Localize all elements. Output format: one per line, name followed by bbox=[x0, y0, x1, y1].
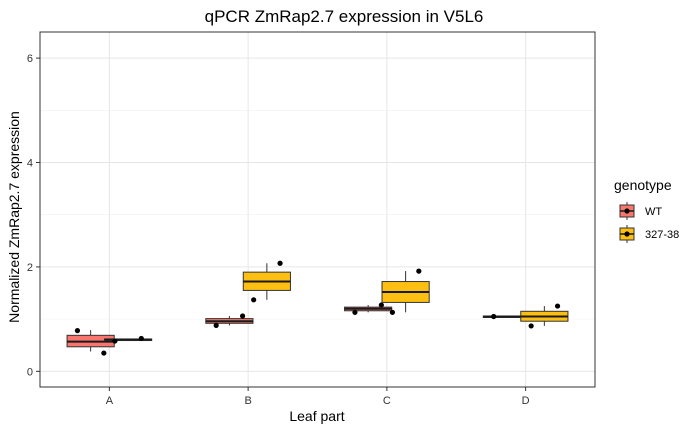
x-axis-title: Leaf part bbox=[289, 408, 344, 424]
data-point bbox=[389, 309, 395, 315]
plot-marks bbox=[66, 260, 569, 356]
data-point bbox=[213, 322, 219, 328]
y-tick-label: 4 bbox=[27, 158, 33, 170]
data-point bbox=[277, 260, 283, 266]
axes: 0 2 4 6 A B C D bbox=[27, 53, 530, 407]
chart-title: qPCR ZmRap2.7 expression in V5L6 bbox=[205, 7, 484, 26]
y-tick-label: 6 bbox=[27, 53, 33, 65]
data-point bbox=[416, 268, 422, 274]
grid bbox=[40, 32, 595, 387]
data-point bbox=[112, 338, 118, 344]
y-axis-title: Normalized ZmRap2.7 expression bbox=[6, 111, 22, 323]
x-tick-label: B bbox=[244, 395, 251, 407]
y-tick-label: 2 bbox=[27, 262, 33, 274]
x-tick-label: C bbox=[383, 395, 391, 407]
legend-label: WT bbox=[645, 206, 662, 218]
legend-key-point bbox=[624, 208, 630, 214]
data-point bbox=[138, 335, 144, 342]
legend-label: 327-38 bbox=[645, 229, 679, 241]
data-point bbox=[554, 303, 561, 309]
legend: genotype WT 327-38 bbox=[614, 177, 679, 243]
data-point bbox=[101, 350, 107, 356]
data-point bbox=[491, 313, 497, 320]
data-point bbox=[251, 297, 257, 303]
data-point bbox=[378, 302, 384, 308]
legend-title: genotype bbox=[614, 177, 672, 193]
y-tick-label: 0 bbox=[27, 366, 33, 378]
data-point bbox=[352, 309, 358, 315]
x-tick-label: A bbox=[106, 395, 114, 407]
data-point bbox=[74, 328, 81, 334]
plot-panel-border bbox=[39, 31, 596, 388]
data-point bbox=[528, 323, 534, 329]
data-point bbox=[240, 313, 246, 319]
legend-key-point bbox=[624, 231, 630, 237]
x-tick-label: D bbox=[522, 395, 530, 407]
